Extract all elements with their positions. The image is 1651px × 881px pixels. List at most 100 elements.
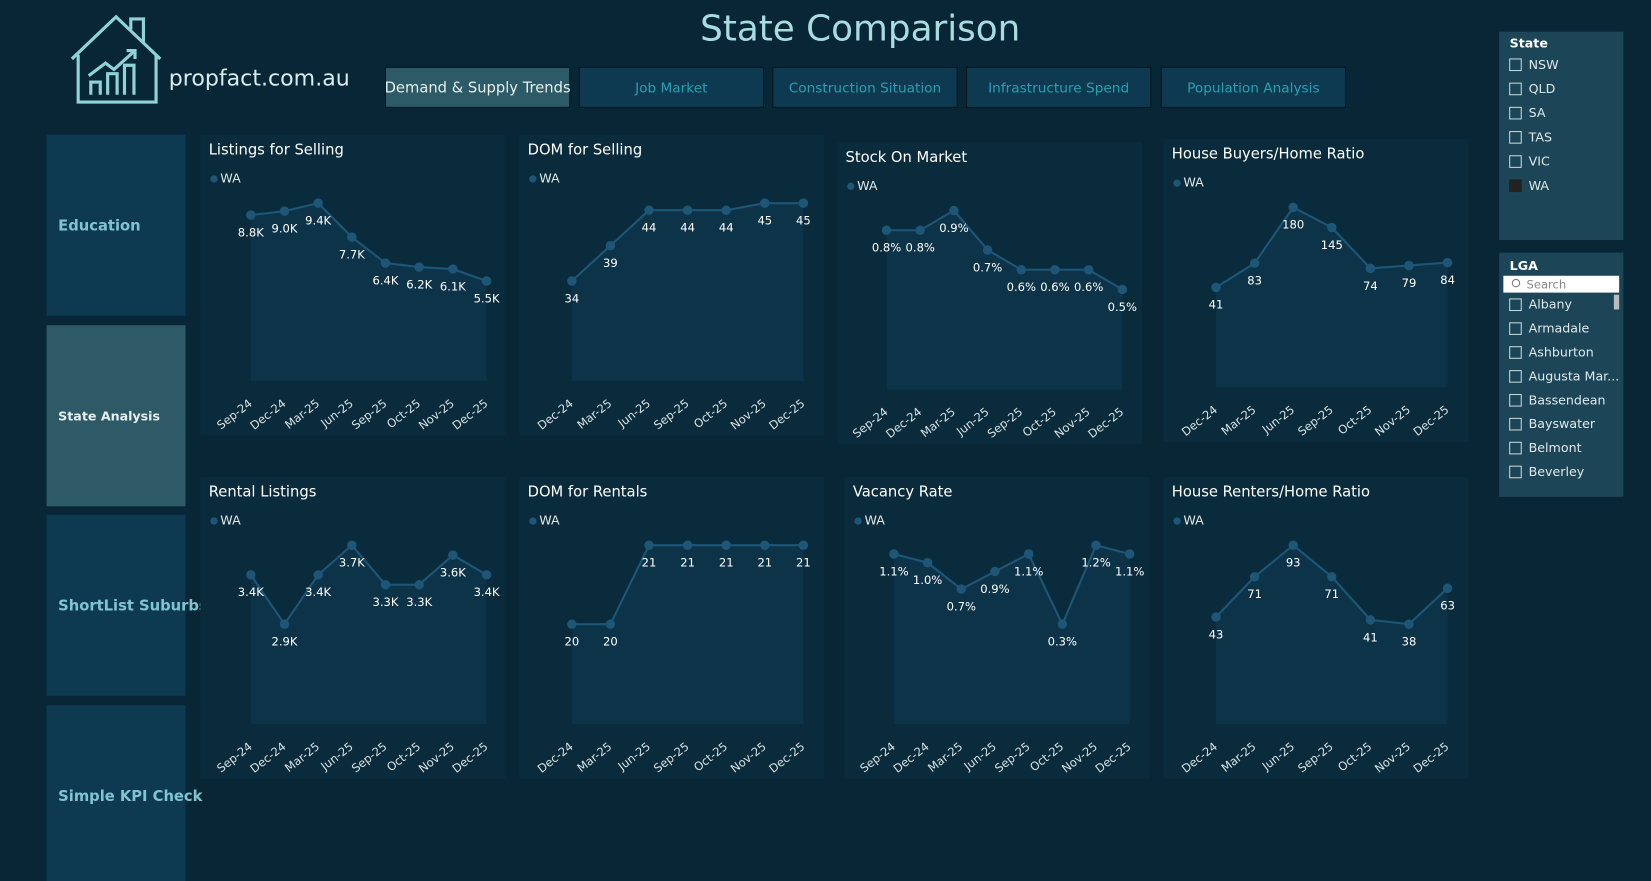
checkbox[interactable] [1509, 393, 1522, 407]
lga-option[interactable]: Beverley [1529, 464, 1585, 479]
legend-label: WA [220, 513, 241, 528]
tab-label[interactable]: Population Analysis [1187, 80, 1320, 96]
data-label: 44 [719, 221, 734, 235]
lga-option[interactable]: Armadale [1529, 321, 1590, 336]
checkbox[interactable] [1509, 106, 1522, 120]
state-slicer-panel [1499, 31, 1624, 240]
data-point [1327, 222, 1337, 233]
data-point [481, 276, 492, 286]
tab-button[interactable] [772, 66, 958, 108]
data-label: 84 [1440, 273, 1455, 287]
data-point [567, 619, 577, 629]
series-line [893, 543, 1130, 627]
legend-marker [210, 175, 218, 183]
checkbox[interactable] [1509, 131, 1522, 144]
search-icon [1511, 278, 1521, 288]
data-label: 74 [1363, 279, 1378, 293]
nav-button[interactable] [46, 705, 186, 881]
nav-button[interactable] [46, 514, 186, 696]
data-label: 1.2% [1081, 556, 1110, 570]
data-point [915, 225, 925, 235]
data-label: 21 [719, 556, 734, 570]
checkbox[interactable] [1509, 322, 1522, 335]
tab-label[interactable]: Infrastructure Spend [988, 80, 1129, 96]
data-label: 41 [1209, 298, 1224, 312]
tab-label[interactable]: Demand & Supply Trends [385, 79, 571, 96]
data-point [922, 558, 933, 568]
tab-button[interactable] [966, 66, 1152, 108]
nav-button[interactable] [46, 134, 186, 316]
lga-option[interactable]: Belmont [1529, 440, 1582, 455]
chart-title: Rental Listings [209, 484, 317, 501]
checkbox[interactable] [1509, 346, 1522, 359]
data-point [605, 240, 616, 251]
data-label: 41 [1363, 630, 1378, 644]
data-label: 21 [757, 556, 772, 570]
lga-option[interactable]: Augusta Mar... [1529, 368, 1620, 383]
data-label: 79 [1402, 276, 1417, 290]
tab-label[interactable]: Job Market [634, 80, 708, 96]
checkbox[interactable] [1509, 417, 1522, 431]
tab-label[interactable]: Construction Situation [789, 80, 941, 96]
legend-label: WA [864, 513, 885, 528]
data-label: 1.1% [1115, 564, 1144, 578]
state-option[interactable]: QLD [1529, 81, 1556, 96]
page-title: State Comparison [700, 9, 1020, 50]
lga-option[interactable]: Bassendean [1529, 392, 1606, 407]
data-point [1249, 572, 1260, 582]
data-label: 8.8K [238, 226, 264, 240]
data-label: 21 [642, 556, 657, 570]
checkbox[interactable] [1509, 441, 1522, 455]
checkbox[interactable] [1509, 298, 1522, 312]
data-point [1365, 615, 1376, 625]
state-option[interactable]: NSW [1529, 57, 1559, 72]
search-placeholder[interactable]: Search [1527, 278, 1567, 292]
chart-title: DOM for Selling [528, 142, 643, 159]
data-label: 0.6% [1007, 280, 1036, 294]
data-point [313, 198, 323, 208]
lga-option[interactable]: Bayswater [1529, 416, 1596, 431]
data-label: 5.5K [474, 291, 500, 305]
checkbox[interactable] [1509, 465, 1522, 479]
legend-marker [854, 517, 862, 525]
chart-title: Stock On Market [845, 149, 967, 166]
lga-option[interactable]: Albany [1529, 297, 1573, 312]
state-option[interactable]: VIC [1529, 154, 1550, 169]
data-point [246, 210, 256, 220]
nav-label[interactable]: Simple KPI Check [58, 788, 203, 805]
data-point [1442, 257, 1453, 268]
checkbox[interactable] [1509, 155, 1522, 168]
nav-label[interactable]: ShortList Suburbs [58, 597, 208, 614]
tab-button[interactable] [578, 66, 764, 108]
data-point [1117, 284, 1128, 295]
data-point [1211, 282, 1221, 293]
lga-option[interactable]: Ashburton [1529, 345, 1594, 360]
tab-button[interactable] [384, 66, 571, 108]
tab-button[interactable] [1160, 66, 1346, 108]
data-point [448, 550, 458, 560]
data-point [990, 566, 1000, 577]
data-point [1327, 572, 1337, 582]
state-option[interactable]: TAS [1528, 129, 1552, 144]
checkbox[interactable] [1509, 370, 1522, 383]
nav-label[interactable]: State Analysis [58, 408, 160, 423]
legend-label: WA [220, 170, 241, 185]
state-slicer-title: State [1510, 36, 1548, 51]
legend-label: WA [539, 513, 560, 528]
legend-label: WA [1183, 513, 1204, 528]
nav-label[interactable]: Education [58, 217, 140, 234]
search-box[interactable] [1503, 275, 1620, 293]
data-label: 39 [603, 256, 618, 270]
nav-button[interactable] [46, 325, 186, 507]
state-option[interactable]: WA [1529, 178, 1550, 193]
checkbox[interactable] [1509, 58, 1522, 72]
data-point [1057, 619, 1068, 629]
data-point [313, 570, 323, 580]
checkbox[interactable] [1509, 82, 1522, 96]
data-point [279, 619, 290, 629]
checkbox[interactable] [1509, 179, 1522, 193]
area-fill [571, 203, 804, 382]
state-option[interactable]: SA [1529, 105, 1546, 120]
data-label: 71 [1324, 587, 1339, 601]
data-point [760, 540, 770, 550]
